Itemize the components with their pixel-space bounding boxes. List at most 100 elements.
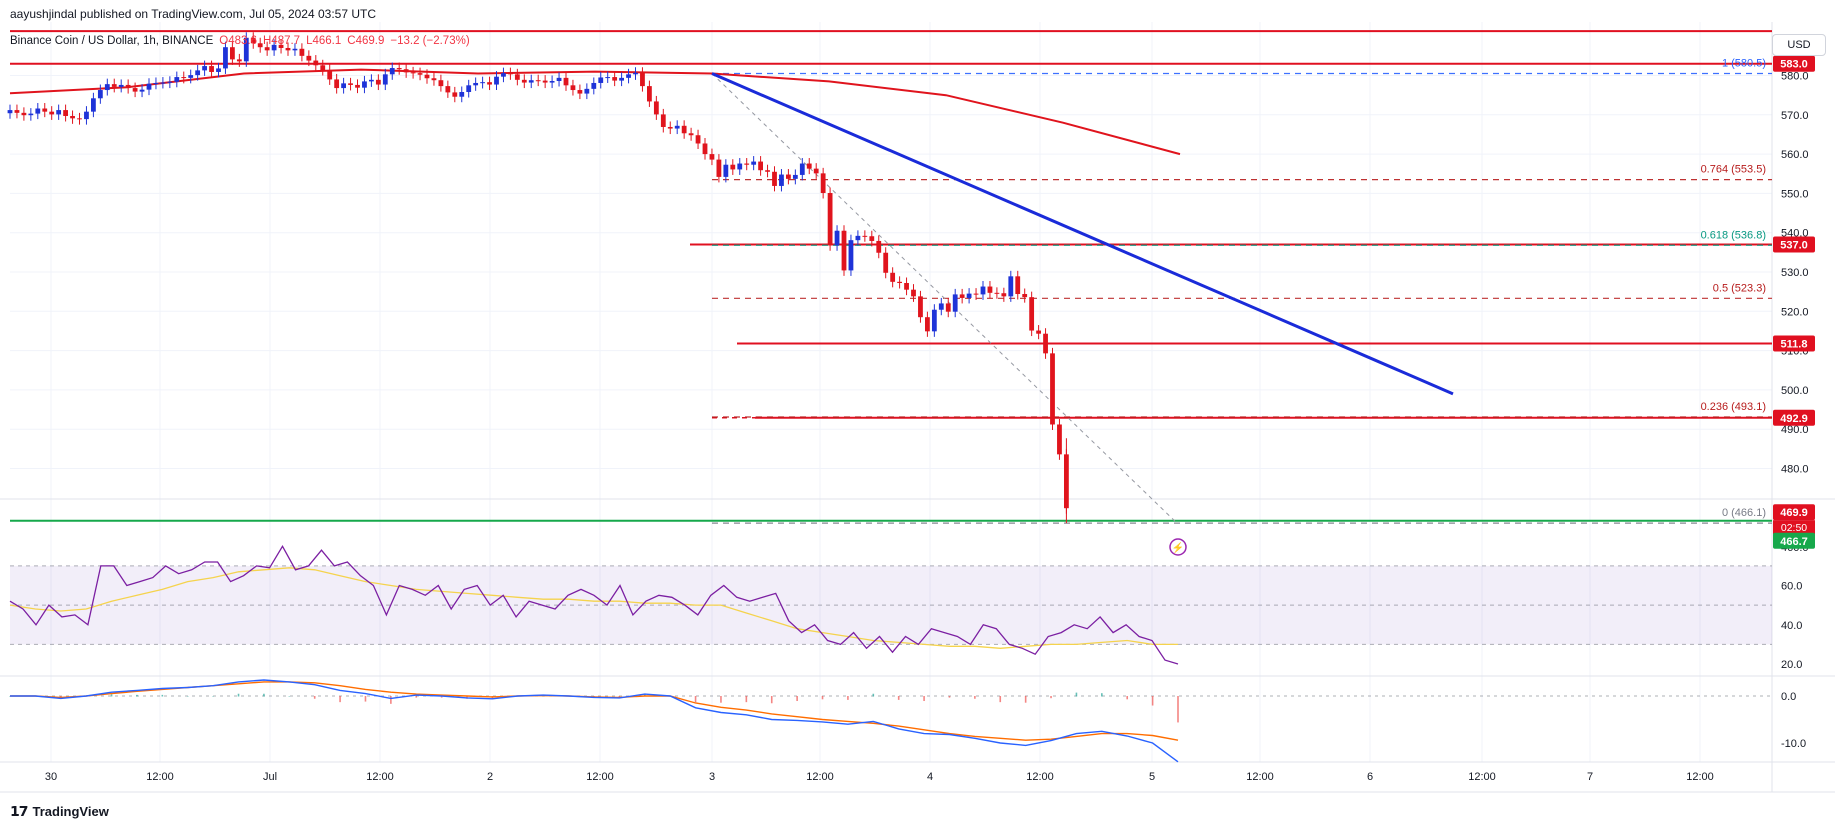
candle-body — [494, 76, 499, 85]
candle-body — [820, 173, 826, 194]
candle-body — [42, 108, 48, 112]
candle-body — [848, 240, 854, 271]
price-tick-label: 560.0 — [1781, 149, 1809, 161]
candle-body — [563, 77, 569, 86]
fib-level-label: 0 (466.1) — [1722, 507, 1766, 519]
candle-body — [841, 230, 847, 271]
candle-body — [487, 82, 492, 85]
candle-body — [188, 75, 194, 78]
candle-body — [751, 161, 757, 165]
candle-body — [327, 69, 333, 80]
macd-histogram-bar — [263, 693, 265, 697]
candle-body — [758, 161, 763, 171]
macd-histogram-bar — [186, 696, 189, 697]
candle-body — [285, 47, 291, 51]
candle-body — [1008, 276, 1014, 297]
candle-body — [292, 48, 298, 51]
candle-body — [508, 73, 513, 75]
price-tick-label: 580.0 — [1781, 71, 1809, 83]
grid-lines — [0, 22, 1835, 793]
candle-body — [216, 68, 221, 72]
last-price-label: 469.9 — [1780, 507, 1808, 519]
candle-body — [640, 72, 645, 87]
candle-body — [466, 85, 472, 93]
candle-body — [424, 74, 430, 79]
time-tick-label: 12:00 — [1468, 771, 1496, 783]
candle-body — [160, 82, 166, 84]
price-tick-label: 530.0 — [1781, 267, 1809, 279]
price-labels: 583.0 537.0 511.8 492.9 469.9 02:50 466.7 — [1773, 55, 1815, 549]
macd-tick-label: -10.0 — [1781, 738, 1806, 750]
macd-histogram-bar — [948, 696, 951, 698]
time-tick-label: 5 — [1149, 771, 1155, 783]
flash-icon: ⚡ — [1172, 541, 1184, 554]
rsi-line — [9, 544, 1179, 665]
countdown-bg — [1773, 520, 1815, 535]
macd-tick-label: 0.0 — [1781, 691, 1796, 703]
candle-body — [786, 174, 791, 179]
candle-body — [480, 82, 485, 84]
candle-body — [653, 101, 659, 115]
fib-level-label: 0.236 (493.1) — [1701, 401, 1766, 413]
macd-histogram-bar — [720, 696, 722, 703]
tradingview-brand[interactable]: 𝟭𝟳 TradingView — [10, 803, 109, 820]
candle-body — [132, 88, 138, 92]
candle-body — [91, 98, 96, 112]
candle-body — [869, 236, 875, 241]
tradingview-logo-icon: 𝟭𝟳 — [10, 803, 29, 819]
macd-histogram-bar — [872, 693, 875, 697]
macd-histogram-bar — [1075, 692, 1078, 697]
price-tick-label: 490.0 — [1781, 424, 1809, 436]
publisher-line: aayushjindal published on TradingView.co… — [10, 7, 377, 21]
candle-body — [250, 37, 256, 44]
macd-histogram-bar — [1177, 696, 1179, 723]
candle-body — [396, 68, 402, 70]
moving-average — [9, 68, 1181, 156]
fib-level-label: 0.5 (523.3) — [1713, 282, 1766, 294]
time-tick-label: 30 — [45, 771, 57, 783]
candle-body — [417, 73, 423, 75]
candle-body — [452, 92, 458, 97]
time-tick-label: Jul — [263, 771, 277, 783]
candle-body — [813, 168, 819, 174]
candle-body — [619, 77, 624, 81]
currency-button[interactable]: USD — [1772, 34, 1826, 56]
rsi-tick-label: 40.0 — [1781, 620, 1802, 632]
rsi-tick-label: 60.0 — [1781, 581, 1802, 593]
candle-body — [313, 60, 319, 66]
macd-signal-line — [10, 681, 1179, 741]
candle-body — [77, 118, 82, 120]
candle-body — [792, 174, 798, 179]
rsi-ma-line — [9, 567, 1178, 649]
candle-body — [911, 289, 916, 297]
macd-histogram-bar — [1101, 693, 1103, 697]
candle-body — [341, 83, 346, 89]
axes: 480.0490.0500.0510.0520.0530.0540.0550.0… — [45, 71, 1809, 784]
candle-body — [56, 110, 62, 115]
level-price-label: 511.8 — [1781, 339, 1808, 351]
candle-body — [1036, 330, 1041, 334]
time-tick-label: 12:00 — [1686, 771, 1714, 783]
macd-histogram-bar — [618, 696, 621, 698]
macd-histogram-bar — [390, 696, 392, 704]
macd-histogram-bar — [161, 694, 164, 697]
symbol-name[interactable]: Binance Coin / US Dollar, 1h, BINANCE — [10, 35, 214, 47]
macd-histogram-bar — [212, 696, 214, 697]
time-tick-label: 12:00 — [1246, 771, 1274, 783]
candle-body — [730, 164, 736, 170]
candle-body — [535, 80, 541, 82]
candle-body — [959, 294, 965, 298]
candle-body — [202, 66, 207, 71]
macd-histogram-bar — [415, 696, 418, 698]
candle-body — [855, 235, 861, 241]
trendline[interactable] — [711, 72, 1454, 396]
candle-body — [445, 86, 451, 93]
candle-body — [146, 83, 152, 90]
candle-body — [723, 164, 729, 177]
candle-body — [612, 77, 618, 81]
candle-body — [21, 112, 27, 116]
candle-body — [570, 85, 576, 91]
rsi-tick-label: 20.0 — [1781, 659, 1802, 671]
candle-body — [1029, 297, 1035, 331]
